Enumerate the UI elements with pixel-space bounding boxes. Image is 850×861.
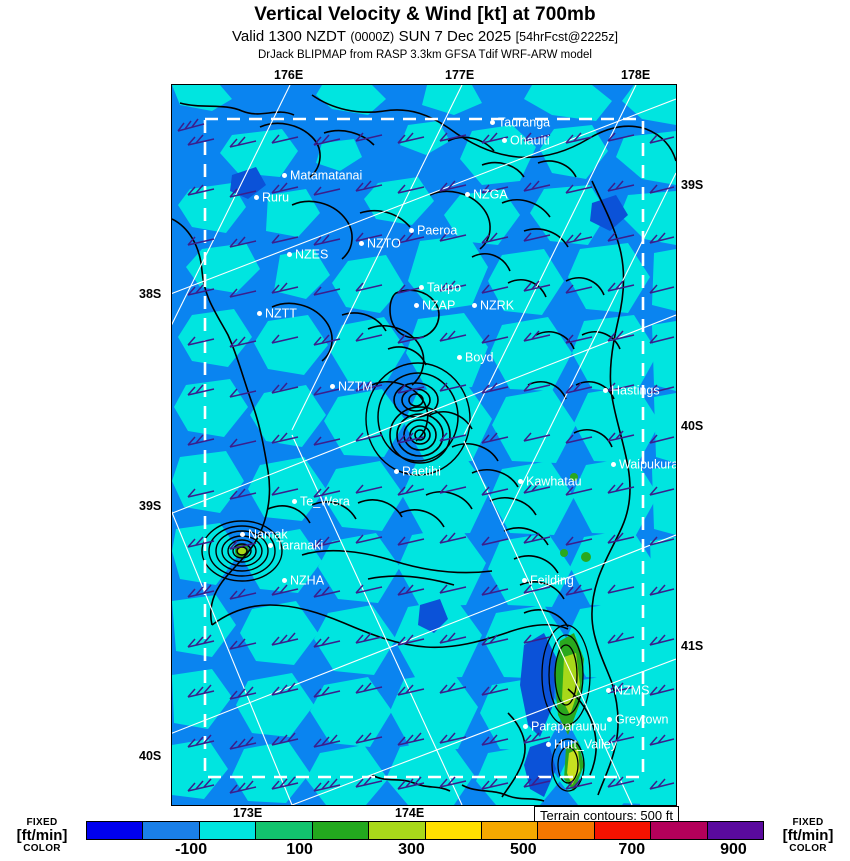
colorbar-units-left: FIXED [ft/min] COLOR <box>2 818 82 860</box>
units-label-right: [ft/min] <box>782 827 834 844</box>
colorbar-swatch-1[interactable] <box>143 822 200 839</box>
colorbar-swatch-3[interactable] <box>256 822 313 839</box>
colorbar-swatch-8[interactable] <box>538 822 595 839</box>
colorbar-swatch-4[interactable] <box>312 822 370 839</box>
colorbar-swatch-11[interactable] <box>707 822 764 839</box>
forecast-tag: [54hrFcst@2225z] <box>515 30 618 44</box>
valid-date: SUN 7 Dec 2025 <box>398 28 512 45</box>
axis-tick-label: 38S <box>139 287 162 301</box>
wind-barbs <box>177 118 675 794</box>
axis-tick-label: 178E <box>621 68 651 82</box>
colorbar-swatch-6[interactable] <box>425 822 482 839</box>
page-title: Vertical Velocity & Wind [kt] at 700mb <box>254 4 596 25</box>
colorbar-tick: -100 <box>175 841 208 858</box>
model-line: DrJack BLIPMAP from RASP 3.3km GFSA Tdif… <box>257 49 592 61</box>
colorbar-tick: 500 <box>509 841 537 858</box>
fixed-label-right: FIXED <box>792 817 824 828</box>
valid-utc: (0000Z) <box>350 30 395 44</box>
colorbar-tick: 700 <box>618 841 646 858</box>
colorbar-swatch-7[interactable] <box>481 822 539 839</box>
valid-time-line: Valid 1300 NZDT (0000Z) SUN 7 Dec 2025 [… <box>0 27 850 47</box>
color-label-right: COLOR <box>789 843 827 854</box>
axis-tick-label: 173E <box>233 806 263 820</box>
valid-prefix: Valid 1300 NZDT <box>232 28 346 45</box>
axis-tick-label: 39S <box>681 178 704 192</box>
graticule <box>172 85 676 805</box>
colorbar-swatch-0[interactable] <box>87 822 144 839</box>
vertical-velocity-field <box>172 85 676 805</box>
colorbar-tick: 900 <box>720 841 747 858</box>
colorbar-block: FIXED [ft/min] COLOR -100 100 300 500 700 900… <box>0 818 850 860</box>
darkblue-band <box>230 167 628 797</box>
fixed-label-left: FIXED <box>26 817 58 828</box>
colorbar-tick: 300 <box>398 841 425 858</box>
colorbar-swatch-10[interactable] <box>651 822 708 839</box>
axis-tick-label: 174E <box>395 806 425 820</box>
header-block: Vertical Velocity & Wind [kt] at 700mb V… <box>0 0 850 63</box>
axis-tick-label: 41S <box>681 639 704 653</box>
color-label-left: COLOR <box>23 843 61 854</box>
colorbar-tick-labels: -100 100 300 500 700 900 <box>86 841 764 861</box>
colorbar-swatch-2[interactable] <box>199 822 257 839</box>
axis-tick-label: 177E <box>445 68 475 82</box>
axis-tick-label: 176E <box>274 68 304 82</box>
map-container[interactable]: Tauranga Ohauiti Matamatanai Ruru NZGA Paeroa… <box>139 68 703 820</box>
axis-tick-label: 40S <box>139 749 162 763</box>
units-label-left: [ft/min] <box>16 827 68 844</box>
colorbar-swatches[interactable] <box>86 821 764 840</box>
colorbar-tick: 100 <box>286 841 313 858</box>
colorbar-swatch-9[interactable] <box>594 822 652 839</box>
axis-tick-label: 40S <box>681 419 704 433</box>
axis-tick-label: 39S <box>139 499 162 513</box>
colorbar-units-right: FIXED [ft/min] COLOR <box>768 818 848 860</box>
colorbar-swatch-5[interactable] <box>369 822 426 839</box>
map-canvas[interactable]: Tauranga Ohauiti Matamatanai Ruru NZGA Paeroa… <box>171 84 677 806</box>
